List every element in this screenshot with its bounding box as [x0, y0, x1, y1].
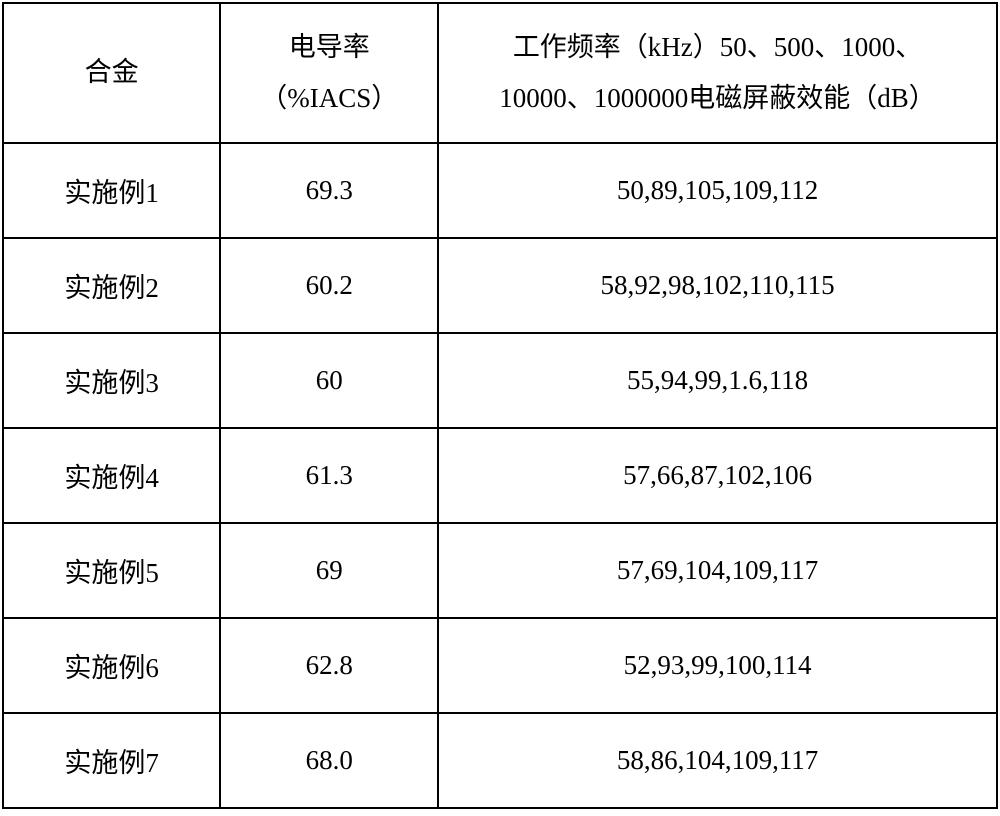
table-row: 实施例1 69.3 50,89,105,109,112: [3, 143, 997, 238]
table-row: 实施例4 61.3 57,66,87,102,106: [3, 428, 997, 523]
data-table: 合金 电导率 （%IACS） 工作频率（kHz）50、500、1000、 100…: [2, 2, 998, 809]
cell-alloy: 实施例3: [3, 333, 220, 428]
cell-conductivity: 60: [220, 333, 438, 428]
cell-efficiency: 58,92,98,102,110,115: [438, 238, 997, 333]
cell-alloy: 实施例4: [3, 428, 220, 523]
cell-alloy: 实施例6: [3, 618, 220, 713]
table-row: 实施例7 68.0 58,86,104,109,117: [3, 713, 997, 808]
cell-conductivity: 62.8: [220, 618, 438, 713]
header-conductivity: 电导率 （%IACS）: [220, 3, 438, 143]
cell-alloy: 实施例7: [3, 713, 220, 808]
cell-conductivity: 68.0: [220, 713, 438, 808]
header-alloy: 合金: [3, 3, 220, 143]
cell-alloy: 实施例1: [3, 143, 220, 238]
cell-conductivity: 61.3: [220, 428, 438, 523]
header-efficiency-line2: 10000、1000000电磁屏蔽效能（dB）: [447, 73, 988, 124]
cell-alloy: 实施例5: [3, 523, 220, 618]
cell-efficiency: 58,86,104,109,117: [438, 713, 997, 808]
header-conductivity-line2: （%IACS）: [229, 73, 429, 124]
header-efficiency-line1: 工作频率（kHz）50、500、1000、: [447, 22, 988, 73]
table-row: 实施例2 60.2 58,92,98,102,110,115: [3, 238, 997, 333]
cell-alloy: 实施例2: [3, 238, 220, 333]
table-row: 实施例3 60 55,94,99,1.6,118: [3, 333, 997, 428]
header-conductivity-line1: 电导率: [229, 22, 429, 73]
table-row: 实施例5 69 57,69,104,109,117: [3, 523, 997, 618]
table-row: 实施例6 62.8 52,93,99,100,114: [3, 618, 997, 713]
table-header-row: 合金 电导率 （%IACS） 工作频率（kHz）50、500、1000、 100…: [3, 3, 997, 143]
cell-conductivity: 69.3: [220, 143, 438, 238]
cell-efficiency: 55,94,99,1.6,118: [438, 333, 997, 428]
cell-efficiency: 52,93,99,100,114: [438, 618, 997, 713]
cell-efficiency: 50,89,105,109,112: [438, 143, 997, 238]
cell-efficiency: 57,66,87,102,106: [438, 428, 997, 523]
header-efficiency: 工作频率（kHz）50、500、1000、 10000、1000000电磁屏蔽效…: [438, 3, 997, 143]
cell-conductivity: 60.2: [220, 238, 438, 333]
header-alloy-line1: 合金: [12, 47, 211, 98]
cell-efficiency: 57,69,104,109,117: [438, 523, 997, 618]
cell-conductivity: 69: [220, 523, 438, 618]
